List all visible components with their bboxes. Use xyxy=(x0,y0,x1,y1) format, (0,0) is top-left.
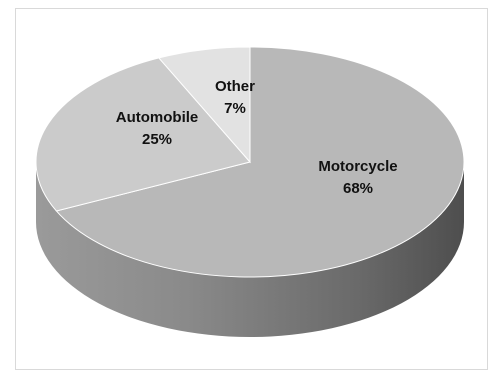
slice-percent-automobile: 25% xyxy=(142,131,172,148)
slice-percent-other: 7% xyxy=(224,100,246,117)
slice-name-motorcycle: Motorcycle xyxy=(318,158,397,175)
slice-name-automobile: Automobile xyxy=(116,109,199,126)
pie-slice-motorcycle xyxy=(55,46,465,278)
pie-slice-other xyxy=(157,46,251,164)
slice-name-other: Other xyxy=(215,78,255,95)
slice-percent-motorcycle: 68% xyxy=(343,180,373,197)
pie-side-wall xyxy=(36,162,464,337)
pie-slice-automobile xyxy=(35,57,251,212)
